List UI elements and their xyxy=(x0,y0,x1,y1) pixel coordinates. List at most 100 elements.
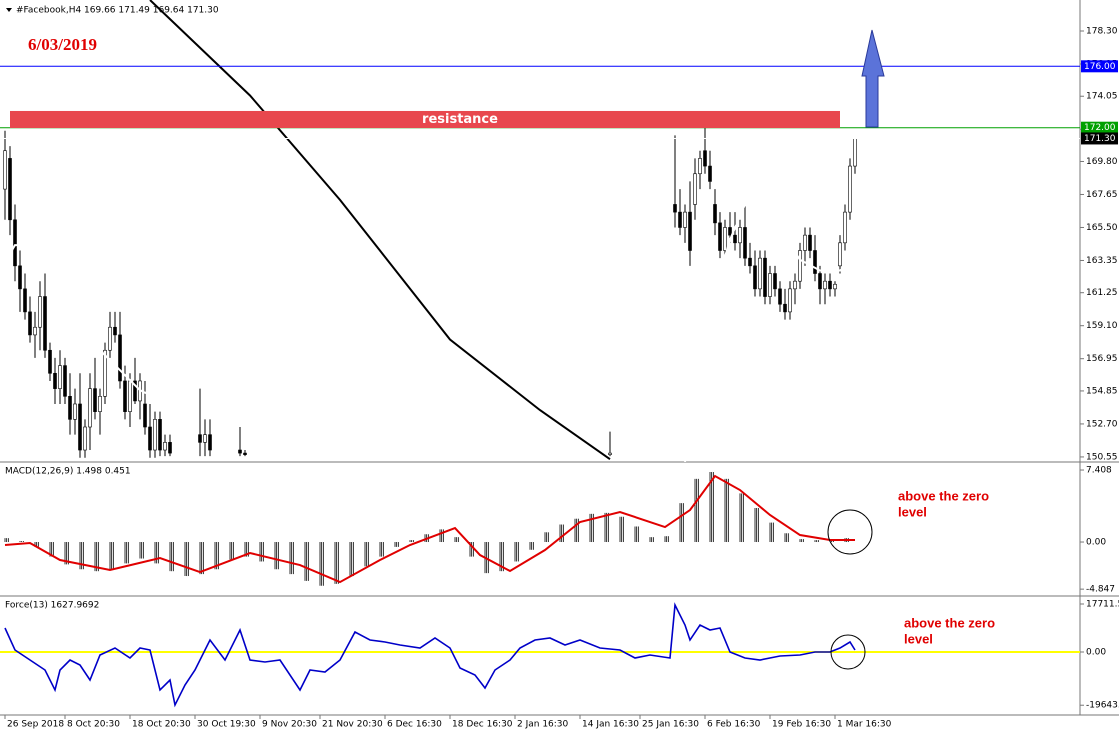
candle-body xyxy=(708,165,712,182)
price-level-tag xyxy=(1081,121,1118,134)
y-tick-label: 174.05 xyxy=(1086,92,1118,102)
candle-body xyxy=(113,326,117,336)
y-tick-label: -19643.9 xyxy=(1086,701,1119,711)
y-tick-label: 0.00 xyxy=(1086,648,1106,658)
candle-body xyxy=(608,452,612,455)
candle-body xyxy=(758,257,762,290)
candle-body xyxy=(673,204,677,213)
candle-body xyxy=(788,288,792,313)
y-tick-label: 152.70 xyxy=(1086,419,1118,429)
annotation: level xyxy=(898,504,927,519)
candle-body xyxy=(678,211,682,228)
candle-body xyxy=(3,150,7,190)
candle-body xyxy=(208,434,212,451)
candle-body xyxy=(813,250,817,274)
indicator-header: MACD(12,26,9) 1.498 0.451 xyxy=(5,467,131,477)
candle-body xyxy=(23,288,27,313)
candle-body xyxy=(723,227,727,251)
symbol-header: #Facebook,H4 169.66 171.49 169.64 171.30 xyxy=(16,6,219,16)
candle-body xyxy=(108,326,112,351)
indicator-line xyxy=(4,474,855,584)
indicator-line xyxy=(4,602,856,708)
resistance-zone xyxy=(10,110,840,129)
candle-body xyxy=(158,419,162,451)
candle-body xyxy=(58,365,62,389)
x-tick-label: 18 Dec 16:30 xyxy=(452,720,513,730)
candle-body xyxy=(128,380,132,412)
indicator-header: Force(13) 1627.9692 xyxy=(5,601,99,611)
candle-body xyxy=(8,158,12,221)
candle-body xyxy=(98,396,102,412)
candle-body xyxy=(743,227,747,259)
candle-body xyxy=(238,449,242,454)
candle-body xyxy=(683,211,687,228)
candle-body xyxy=(703,150,707,167)
candle-body xyxy=(738,227,742,244)
candle-body xyxy=(168,442,172,454)
candle-body xyxy=(33,326,37,336)
candle-body xyxy=(773,273,777,290)
price-level-label: 172.00 xyxy=(1084,123,1116,133)
candle-body xyxy=(53,372,57,389)
candle-body xyxy=(28,311,32,336)
candle-body xyxy=(13,219,17,267)
force-panel xyxy=(0,602,1080,708)
x-tick-label: 1 Mar 16:30 xyxy=(837,720,892,730)
price-level-label: 176.00 xyxy=(1084,62,1116,72)
x-tick-label: 21 Nov 20:30 xyxy=(322,720,383,730)
candle-body xyxy=(68,396,72,420)
x-tick-label: 6 Dec 16:30 xyxy=(387,720,442,730)
candle-body xyxy=(748,257,752,267)
candle-body xyxy=(148,426,152,451)
annotation: above the zero xyxy=(904,615,995,630)
candle-body xyxy=(88,388,92,428)
y-tick-label: 161.25 xyxy=(1086,288,1118,298)
annotation: above the zero xyxy=(898,488,989,503)
y-tick-label: -4.847 xyxy=(1086,585,1115,595)
x-tick-label: 25 Jan 16:30 xyxy=(642,720,699,730)
y-tick-label: 163.35 xyxy=(1086,256,1118,266)
candle-body xyxy=(63,365,67,397)
x-tick-label: 2 Jan 16:30 xyxy=(517,720,569,730)
candle-body xyxy=(133,380,137,402)
candle-body xyxy=(793,280,797,290)
x-tick-label: 6 Feb 16:30 xyxy=(707,720,761,730)
up-arrow xyxy=(861,29,885,128)
candle-body xyxy=(808,234,812,251)
candle-body xyxy=(43,296,47,351)
y-tick-label: 7.408 xyxy=(1086,466,1112,476)
x-tick-label: 30 Oct 19:30 xyxy=(197,720,256,730)
x-tick-label: 8 Oct 20:30 xyxy=(67,720,120,730)
candle-body xyxy=(93,388,97,412)
candle-body xyxy=(728,227,732,236)
price-level-tag xyxy=(1081,60,1118,73)
candle-body xyxy=(803,234,807,251)
candle-body xyxy=(103,349,107,397)
candle-body xyxy=(753,265,757,290)
indicator-line xyxy=(4,203,856,462)
candle-body xyxy=(763,257,767,297)
candle-body xyxy=(798,250,802,282)
candle-body xyxy=(768,273,772,297)
candle-body xyxy=(818,273,822,290)
candle-body xyxy=(733,234,737,244)
y-tick-label: 167.65 xyxy=(1086,190,1118,200)
price-level-tag xyxy=(1081,132,1118,145)
candle-body xyxy=(778,288,782,305)
zone-label: resistance xyxy=(422,112,498,127)
y-tick-label: 150.55 xyxy=(1086,452,1118,462)
candle-body xyxy=(838,242,842,267)
candle-body xyxy=(828,280,832,290)
candle-body xyxy=(783,303,787,313)
annotation: level xyxy=(904,631,933,646)
candle-body xyxy=(18,265,22,290)
candle-body xyxy=(83,426,87,451)
candle-body xyxy=(848,165,852,213)
y-tick-label: 0.00 xyxy=(1086,538,1106,548)
candle-body xyxy=(853,138,857,167)
candle-body xyxy=(833,283,837,290)
candle-body xyxy=(693,173,697,205)
candle-body xyxy=(123,380,127,412)
candle-body xyxy=(718,222,722,251)
